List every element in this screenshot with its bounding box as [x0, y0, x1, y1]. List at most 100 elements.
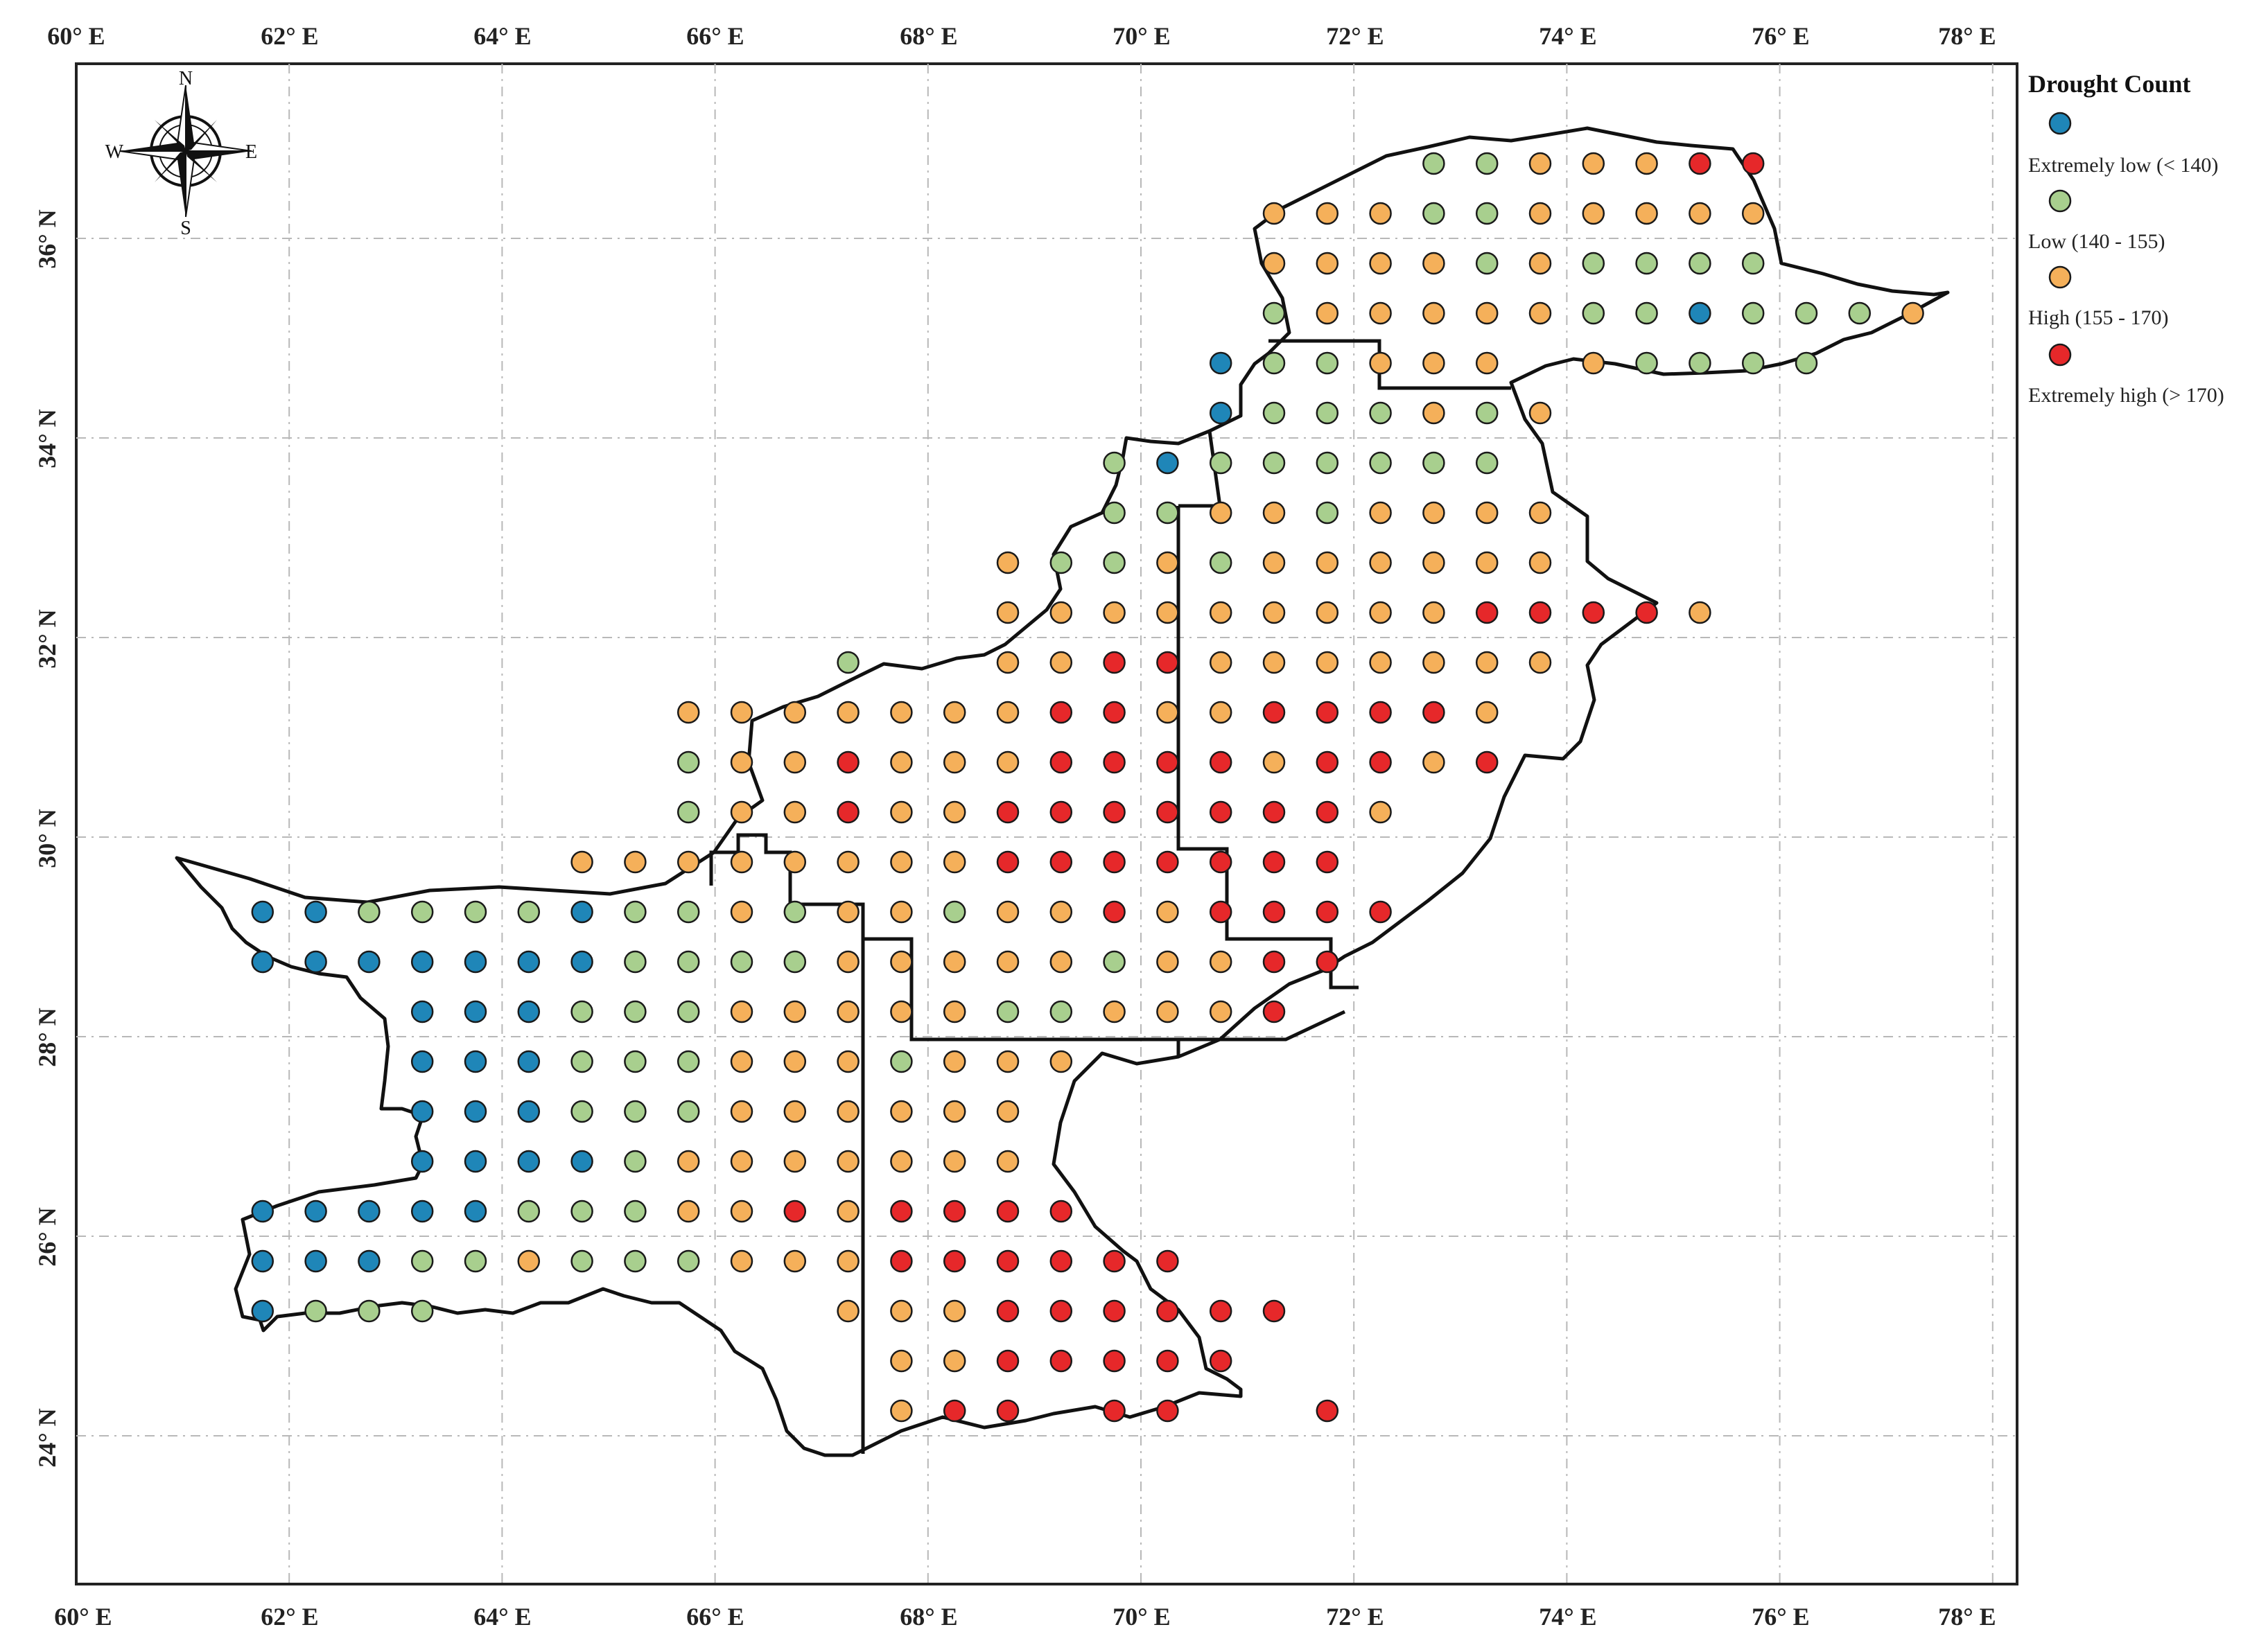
drought-point-extremely-high	[1103, 900, 1126, 924]
compass-south: S	[180, 218, 191, 239]
drought-point-extremely-high	[1103, 701, 1126, 724]
drought-point-low	[570, 1000, 593, 1023]
drought-point-high	[1103, 1000, 1126, 1023]
drought-point-high	[1475, 351, 1499, 375]
drought-point-extremely-low	[358, 1200, 381, 1223]
drought-point-low	[464, 1249, 487, 1273]
drought-point-low	[1209, 451, 1232, 475]
y-tick: 26° N	[33, 1207, 61, 1266]
drought-point-low	[624, 1150, 647, 1173]
drought-point-extremely-low	[358, 950, 381, 974]
drought-point-low	[677, 1000, 700, 1023]
bottom-tick-labels: 60° E 62° E 64° E 66° E 68° E 70° E 72° …	[54, 1603, 1996, 1631]
drought-point-high	[1262, 651, 1286, 674]
drought-point-extremely-high	[1209, 800, 1232, 824]
drought-point-high	[943, 1299, 966, 1323]
legend-swatch-extremely-high	[2048, 343, 2072, 367]
drought-point-extremely-high	[996, 1399, 1020, 1423]
drought-point-high	[1475, 651, 1499, 674]
drought-point-low	[410, 1249, 434, 1273]
drought-point-low	[1475, 401, 1499, 425]
drought-point-low	[1209, 551, 1232, 574]
drought-point-high	[890, 800, 913, 824]
legend: Drought Count Extremely low (< 140) Low …	[2028, 70, 2224, 407]
drought-point-high	[783, 1000, 807, 1023]
drought-point-high	[1689, 202, 1711, 225]
drought-point-high	[1262, 601, 1286, 624]
drought-point-extremely-high	[1156, 1249, 1179, 1273]
drought-point-extremely-high	[1049, 701, 1073, 724]
drought-point-high	[730, 900, 753, 924]
drought-point-extremely-high	[890, 1200, 913, 1223]
drought-point-low	[677, 1050, 700, 1073]
drought-point-low	[1262, 401, 1286, 425]
drought-point-extremely-high	[1049, 750, 1073, 774]
drought-point-extremely-high	[1422, 701, 1445, 724]
legend-item: Low (140 - 155)	[2028, 189, 2165, 253]
y-tick: 28° N	[33, 1008, 61, 1066]
drought-point-low	[1103, 451, 1126, 475]
drought-point-extremely-high	[996, 1200, 1020, 1223]
drought-point-extremely-high	[1475, 750, 1499, 774]
drought-point-high	[783, 1050, 807, 1073]
x-tick-top: 76° E	[1752, 22, 1809, 50]
drought-point-high	[1262, 750, 1286, 774]
drought-point-extremely-high	[943, 1399, 966, 1423]
drought-point-high	[517, 1249, 541, 1273]
drought-point-high	[943, 850, 966, 874]
x-tick-bottom: 62° E	[261, 1603, 318, 1631]
drought-point-high	[1156, 601, 1179, 624]
drought-point-low	[1475, 451, 1499, 475]
drought-point-low	[1475, 252, 1499, 275]
drought-point-low	[410, 900, 434, 924]
x-tick-top: 72° E	[1326, 22, 1384, 50]
drought-point-extremely-low	[410, 950, 434, 974]
drought-point-low	[1316, 401, 1339, 425]
drought-point-extremely-high	[1528, 601, 1552, 624]
drought-point-high	[996, 750, 1020, 774]
drought-point-extremely-low	[304, 950, 327, 974]
drought-point-low	[1262, 301, 1286, 325]
drought-point-high	[1316, 202, 1339, 225]
drought-point-high	[943, 1150, 966, 1173]
drought-point-low	[1049, 1000, 1073, 1023]
drought-point-high	[890, 1150, 913, 1173]
drought-point-high	[1422, 501, 1445, 525]
drought-point-low	[1316, 451, 1339, 475]
drought-point-high	[730, 1000, 753, 1023]
drought-point-high	[783, 850, 807, 874]
drought-point-high	[1156, 950, 1179, 974]
drought-point-high	[1422, 301, 1445, 325]
drought-point-high	[1316, 551, 1339, 574]
drought-point-low	[677, 900, 700, 924]
x-tick-bottom: 64° E	[473, 1603, 531, 1631]
x-tick-top: 64° E	[473, 22, 531, 50]
y-tick: 30° N	[33, 809, 61, 868]
drought-point-high	[996, 551, 1020, 574]
drought-point-extremely-high	[1103, 651, 1126, 674]
drought-point-high	[1262, 252, 1286, 275]
drought-point-extremely-low	[464, 1200, 487, 1223]
drought-point-low	[1369, 451, 1392, 475]
drought-point-high	[1741, 202, 1765, 225]
top-tick-labels: 60° E 62° E 64° E 66° E 68° E 70° E 72° …	[47, 22, 1996, 50]
drought-point-extremely-high	[1369, 900, 1392, 924]
graticule	[76, 64, 2017, 1584]
drought-point-low	[1262, 451, 1286, 475]
drought-point-low	[624, 900, 647, 924]
drought-point-low	[1635, 301, 1658, 325]
left-tick-labels: 24° N 26° N 28° N 30° N 32° N 34° N 36° …	[33, 209, 61, 1467]
drought-point-extremely-low	[251, 950, 274, 974]
drought-point-low	[570, 1100, 593, 1123]
compass-north: N	[179, 68, 193, 89]
drought-point-high	[837, 701, 860, 724]
drought-point-high	[837, 850, 860, 874]
drought-point-high	[1582, 152, 1605, 175]
drought-point-low	[1262, 351, 1286, 375]
drought-point-high	[1369, 501, 1392, 525]
x-tick-top: 74° E	[1539, 22, 1596, 50]
drought-point-low	[677, 950, 700, 974]
drought-point-extremely-high	[1156, 1299, 1179, 1323]
drought-point-high	[783, 1100, 807, 1123]
drought-point-high	[783, 800, 807, 824]
